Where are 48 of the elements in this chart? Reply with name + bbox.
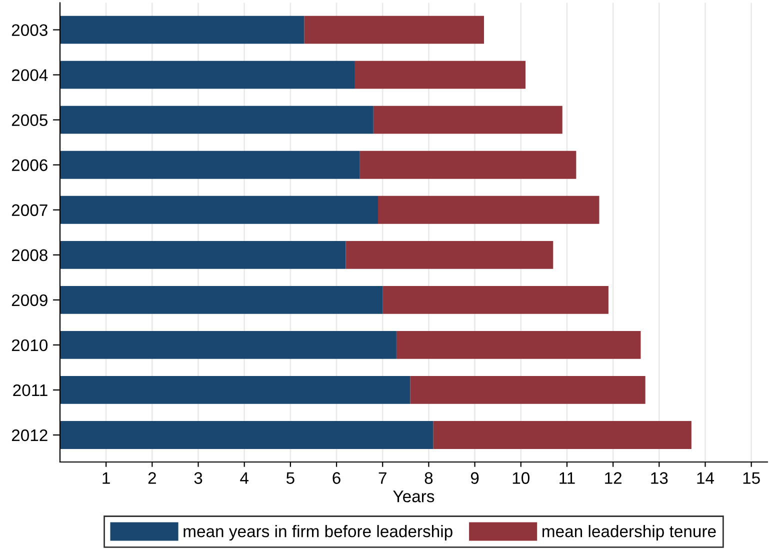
legend-label: mean leadership tenure	[542, 525, 716, 541]
bar	[60, 60, 355, 89]
x-axis-title: Years	[393, 490, 434, 502]
y-tick-label: 2010	[12, 339, 48, 352]
y-tick-label: 2006	[12, 159, 48, 172]
x-tick-label: 15	[743, 472, 760, 484]
bar	[378, 196, 600, 224]
bar	[354, 60, 526, 89]
y-tick-label: 2009	[12, 294, 48, 306]
y-tick-label: 2004	[12, 69, 48, 82]
bar	[433, 421, 692, 449]
x-tick-label: 13	[651, 472, 668, 484]
bar	[60, 196, 378, 224]
x-tick-label: 9	[470, 472, 479, 484]
x-tick-label: 12	[605, 472, 622, 484]
x-tick-label: 6	[332, 472, 340, 484]
bar	[360, 150, 576, 179]
bar	[346, 240, 554, 269]
x-tick-label: 3	[194, 472, 202, 484]
x-tick-label: 5	[286, 472, 294, 484]
y-tick-label: 2012	[12, 429, 48, 442]
bar	[60, 376, 410, 404]
bar	[60, 16, 304, 44]
bar	[382, 286, 608, 314]
bar	[304, 16, 484, 44]
x-tick-label: 2	[148, 472, 156, 484]
bar	[60, 150, 360, 179]
y-tick-label: 2011	[13, 384, 48, 396]
bar	[410, 376, 646, 404]
x-tick-label: 7	[378, 472, 386, 484]
y-tick-label: 2007	[12, 204, 48, 216]
bar	[60, 286, 383, 314]
bar	[396, 330, 641, 359]
x-tick-label: 1	[102, 472, 110, 484]
x-tick-label: 8	[424, 472, 433, 484]
bar	[60, 421, 434, 449]
bar	[60, 106, 374, 134]
y-tick-label: 2003	[12, 24, 48, 36]
bar	[373, 106, 562, 134]
x-tick-label: 4	[240, 472, 248, 484]
x-tick-label: 10	[512, 472, 530, 484]
x-tick-label: 11	[560, 472, 575, 484]
legend-label: mean years in firm before leadership	[184, 525, 452, 541]
x-tick-label: 14	[697, 472, 714, 484]
bar	[60, 240, 346, 269]
y-tick-label: 2005	[12, 114, 48, 126]
bar	[60, 330, 396, 359]
y-tick-label: 2008	[12, 249, 48, 262]
